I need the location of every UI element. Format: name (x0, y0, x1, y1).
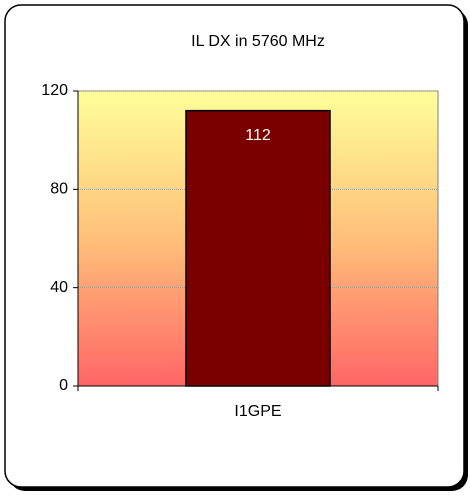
y-tick-label: 120 (41, 82, 68, 99)
y-tick-label: 80 (50, 181, 68, 198)
data-label: 112 (245, 127, 271, 144)
y-tick-label: 40 (50, 279, 68, 296)
bar (185, 109, 331, 387)
y-tick-label: 0 (59, 377, 68, 394)
x-tick-label: I1GPE (234, 403, 281, 420)
chart-title: IL DX in 5760 MHz (191, 33, 325, 50)
